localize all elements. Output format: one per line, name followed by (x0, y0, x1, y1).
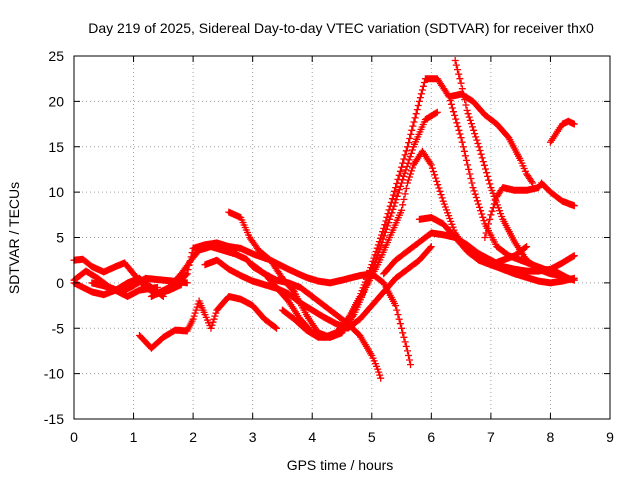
x-tick-label: 6 (427, 429, 435, 445)
x-tick-label: 9 (606, 429, 614, 445)
y-axis-label: SDTVAR / TECUs (6, 182, 22, 294)
data-points (481, 179, 578, 241)
y-tick-label: 25 (48, 48, 64, 64)
y-tick-label: 10 (48, 184, 64, 200)
x-tick-label: 3 (249, 429, 257, 445)
x-tick-label: 1 (130, 429, 138, 445)
data-points (451, 57, 566, 280)
x-tick-label: 2 (189, 429, 197, 445)
data-layer (70, 57, 578, 382)
tick-layer: 0 1 2 3 4 5 6 7 8 9 -15 -10 -5 0 5 10 15 20 25 (44, 48, 614, 445)
y-tick-label: -10 (44, 366, 64, 382)
x-tick-label: 5 (368, 429, 376, 445)
data-points (546, 117, 578, 146)
x-axis-label: GPS time / hours (287, 457, 394, 473)
x-tick-label: 4 (308, 429, 316, 445)
y-tick-label: -5 (52, 320, 65, 336)
data-series-11 (278, 147, 578, 341)
x-tick-label: 0 (70, 429, 78, 445)
data-series-13 (380, 229, 578, 278)
data-series-4 (88, 279, 161, 300)
data-series-5 (136, 293, 280, 352)
data-points (278, 147, 578, 341)
data-series-14 (451, 57, 566, 280)
data-points (88, 279, 161, 300)
grid-layer (74, 56, 610, 419)
x-tick-label: 7 (487, 429, 495, 445)
data-points (136, 293, 280, 352)
data-series-17 (546, 117, 578, 146)
chart-title: Day 219 of 2025, Sidereal Day-to-day VTE… (88, 20, 594, 36)
y-tick-label: -15 (44, 411, 64, 427)
data-series-15 (445, 90, 537, 187)
data-points (445, 90, 537, 187)
y-tick-label: 0 (56, 275, 64, 291)
y-tick-label: 20 (48, 93, 64, 109)
data-points (171, 239, 414, 369)
data-series-16 (481, 179, 578, 241)
data-series-7 (171, 239, 414, 369)
y-tick-label: 5 (56, 230, 64, 246)
x-tick-label: 8 (547, 429, 555, 445)
y-tick-label: 15 (48, 139, 64, 155)
data-points (380, 229, 578, 278)
